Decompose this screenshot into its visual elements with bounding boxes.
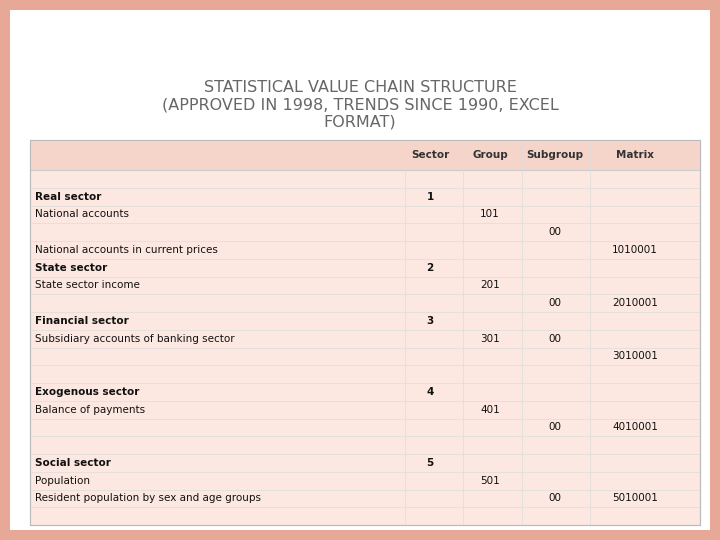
Text: 401: 401 [480, 404, 500, 415]
Text: 201: 201 [480, 280, 500, 291]
Text: Matrix: Matrix [616, 150, 654, 160]
Text: Balance of payments: Balance of payments [35, 404, 145, 415]
Text: 00: 00 [549, 298, 562, 308]
Text: 5: 5 [426, 458, 433, 468]
Text: Financial sector: Financial sector [35, 316, 129, 326]
Text: Exogenous sector: Exogenous sector [35, 387, 140, 397]
Text: 00: 00 [549, 494, 562, 503]
Text: Subsidiary accounts of banking sector: Subsidiary accounts of banking sector [35, 334, 235, 343]
Text: 4: 4 [426, 387, 433, 397]
Text: National accounts: National accounts [35, 210, 129, 219]
Text: 501: 501 [480, 476, 500, 485]
Text: Sector: Sector [411, 150, 449, 160]
Text: National accounts in current prices: National accounts in current prices [35, 245, 218, 255]
Text: 4010001: 4010001 [612, 422, 658, 433]
Text: 1010001: 1010001 [612, 245, 658, 255]
Text: Real sector: Real sector [35, 192, 102, 201]
Text: 00: 00 [549, 422, 562, 433]
Text: 3010001: 3010001 [612, 352, 658, 361]
Text: 301: 301 [480, 334, 500, 343]
Text: 5010001: 5010001 [612, 494, 658, 503]
Text: Group: Group [472, 150, 508, 160]
Text: 2: 2 [426, 262, 433, 273]
Text: State sector: State sector [35, 262, 107, 273]
Bar [30, 140, 700, 525]
Text: State sector income: State sector income [35, 280, 140, 291]
Text: 3: 3 [426, 316, 433, 326]
Text: Subgroup: Subgroup [526, 150, 584, 160]
Text: 101: 101 [480, 210, 500, 219]
Text: 00: 00 [549, 227, 562, 237]
Text: 1: 1 [426, 192, 433, 201]
Text: 00: 00 [549, 334, 562, 343]
Text: Resident population by sex and age groups: Resident population by sex and age group… [35, 494, 261, 503]
Text: STATISTICAL VALUE CHAIN STRUCTURE
(APPROVED IN 1998, TRENDS SINCE 1990, EXCEL
FO: STATISTICAL VALUE CHAIN STRUCTURE (APPRO… [161, 80, 559, 130]
Text: Population: Population [35, 476, 90, 485]
Text: Social sector: Social sector [35, 458, 111, 468]
Text: 2010001: 2010001 [612, 298, 658, 308]
Bar [30, 140, 700, 170]
